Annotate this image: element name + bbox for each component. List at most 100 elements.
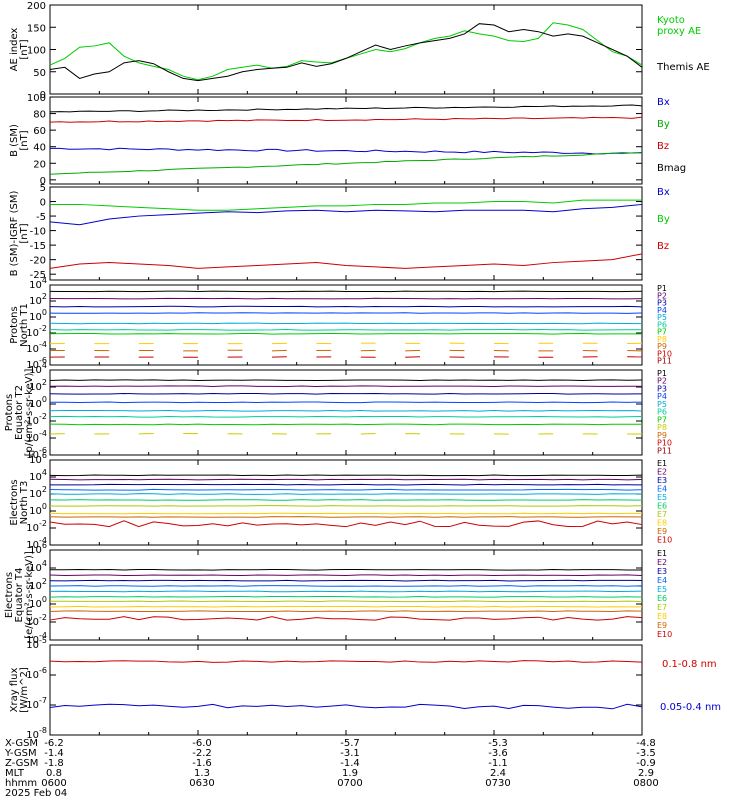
y-tick-label: 102	[29, 292, 47, 307]
y-tick-label: 0	[40, 176, 46, 187]
legend-entry: E2	[657, 558, 667, 567]
date-label: 2025 Feb 04	[5, 788, 67, 799]
panel-bigrf: 5 0 -5 -10 -15 -20 -25 B (SM)-IGRF (SM) [nT] Bx By…	[9, 183, 670, 281]
legend-entry: E2	[657, 468, 667, 477]
panel-frame	[49, 369, 643, 456]
panel-frame	[49, 459, 643, 546]
y-tick-label: 0	[40, 198, 46, 209]
series-line-e5	[49, 590, 643, 593]
legend-entry: P2	[657, 377, 667, 386]
series-line-e2	[49, 574, 643, 577]
legend-entry: P6	[657, 408, 667, 417]
legend-entry: 0.05-0.4 nm	[660, 702, 721, 713]
legend-entry: E8	[657, 519, 667, 528]
legend-entry: P9	[657, 431, 667, 440]
legend-entry: Bz	[657, 241, 669, 252]
x-axis-value: -1.4	[44, 748, 64, 759]
x-axis-value: -6.2	[44, 738, 64, 749]
y-tick-label: -10	[30, 227, 46, 238]
series-line-e8	[49, 605, 643, 608]
x-axis-value: 0800	[633, 778, 658, 789]
y-tick-label: 100	[29, 502, 47, 517]
legend-entry: proxy AE	[657, 26, 701, 37]
series-line-e1	[49, 568, 643, 571]
legend-entry: E7	[657, 510, 667, 519]
legend-entry: P7	[657, 328, 667, 337]
panel-frame	[49, 186, 643, 281]
legend-entry: P4	[657, 306, 667, 315]
legend-entry: E9	[657, 621, 667, 630]
y-axis-title: [nT]	[19, 223, 30, 243]
series-line-e1	[49, 474, 643, 477]
series-line-p2	[49, 385, 643, 387]
y-tick-label: 104	[29, 468, 47, 483]
series-line-bmag	[49, 104, 643, 113]
x-axis-row-label: MLT	[5, 768, 25, 779]
x-axis-value: -4.8	[636, 738, 656, 749]
x-axis-value: 1.3	[194, 768, 210, 779]
legend-entry: E6	[657, 502, 667, 511]
legend-entry: P5	[657, 313, 667, 322]
series-line-e4	[49, 585, 643, 587]
series-line-e6	[49, 499, 643, 501]
series-line-e3	[49, 483, 643, 486]
legend-entry: P10	[657, 349, 672, 358]
y-axis-title: AE index	[9, 28, 20, 72]
x-axis-value: 2.9	[638, 768, 654, 779]
y-tick-label: 150	[27, 23, 46, 34]
legend-entry: E7	[657, 603, 667, 612]
series-line-kyoto-proxy-ae	[49, 22, 643, 81]
y-axis-title: [e/(cm²-s-sr-keV)]	[24, 551, 35, 639]
legend-entry: P3	[657, 299, 667, 308]
y-tick-label: 200	[27, 1, 46, 12]
series-line-p3	[49, 392, 643, 395]
legend-entry: Bx	[657, 97, 670, 108]
x-axis-value: 1.9	[342, 768, 358, 779]
legend-entry: By	[657, 119, 670, 130]
x-axis-value: -1.4	[340, 758, 360, 769]
legend-entry: E3	[657, 567, 667, 576]
y-axis-title: Electrons	[4, 572, 15, 618]
series-line-0-05-0-4-nm	[49, 703, 643, 710]
panel-bsm: 0 20 40 60 80 100 B (SM) [nT] Bx By Bz Bmag	[9, 93, 686, 187]
x-axis-value: 0700	[337, 778, 362, 789]
series-line-themis-ae	[49, 23, 643, 82]
legend-entry: P2	[657, 291, 667, 300]
y-axis-title: B (SM)	[9, 124, 20, 157]
x-axis-value: -1.6	[192, 758, 212, 769]
legend-entry: E5	[657, 585, 667, 594]
x-axis-value: -5.3	[488, 738, 508, 749]
legend-entry: E3	[657, 476, 667, 485]
legend-entry: P1	[657, 284, 667, 293]
series-line-e3	[49, 579, 643, 582]
x-axis-value: 0630	[189, 778, 214, 789]
x-axis-table: X-GSM -6.2 -6.0 -5.7 -5.3 -4.8 Y-GSM -1.4 -2.2 -3…	[4, 738, 659, 799]
y-axis-title: [nT]	[19, 39, 30, 59]
series-line-e10	[49, 616, 643, 621]
series-line-e2	[49, 478, 643, 481]
legend-entry: E1	[657, 459, 667, 468]
series-line-bx	[49, 203, 643, 226]
series-line-p7	[49, 423, 643, 426]
x-axis-value: -1.1	[488, 758, 508, 769]
x-axis-value: -5.7	[340, 738, 360, 749]
x-axis-value: -0.9	[636, 758, 656, 769]
legend-entry: E5	[657, 493, 667, 502]
legend-entry: P11	[657, 446, 672, 455]
legend-entry: By	[657, 214, 670, 225]
x-axis-value: 0.8	[46, 768, 62, 779]
series-line-p6	[49, 415, 643, 418]
legend-entry: P11	[657, 357, 672, 366]
y-tick-label: 0	[40, 90, 46, 101]
legend-entry: P6	[657, 320, 667, 329]
legend-entry: P9	[657, 342, 667, 351]
x-axis-row-label: Z-GSM	[5, 758, 38, 769]
legend-entry: P3	[657, 384, 667, 393]
legend-entry: Bz	[657, 141, 669, 152]
